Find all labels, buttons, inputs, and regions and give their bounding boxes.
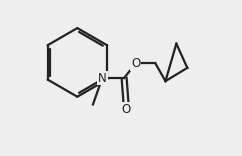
Text: O: O <box>122 103 131 116</box>
Text: N: N <box>98 71 107 85</box>
Text: O: O <box>131 57 140 70</box>
